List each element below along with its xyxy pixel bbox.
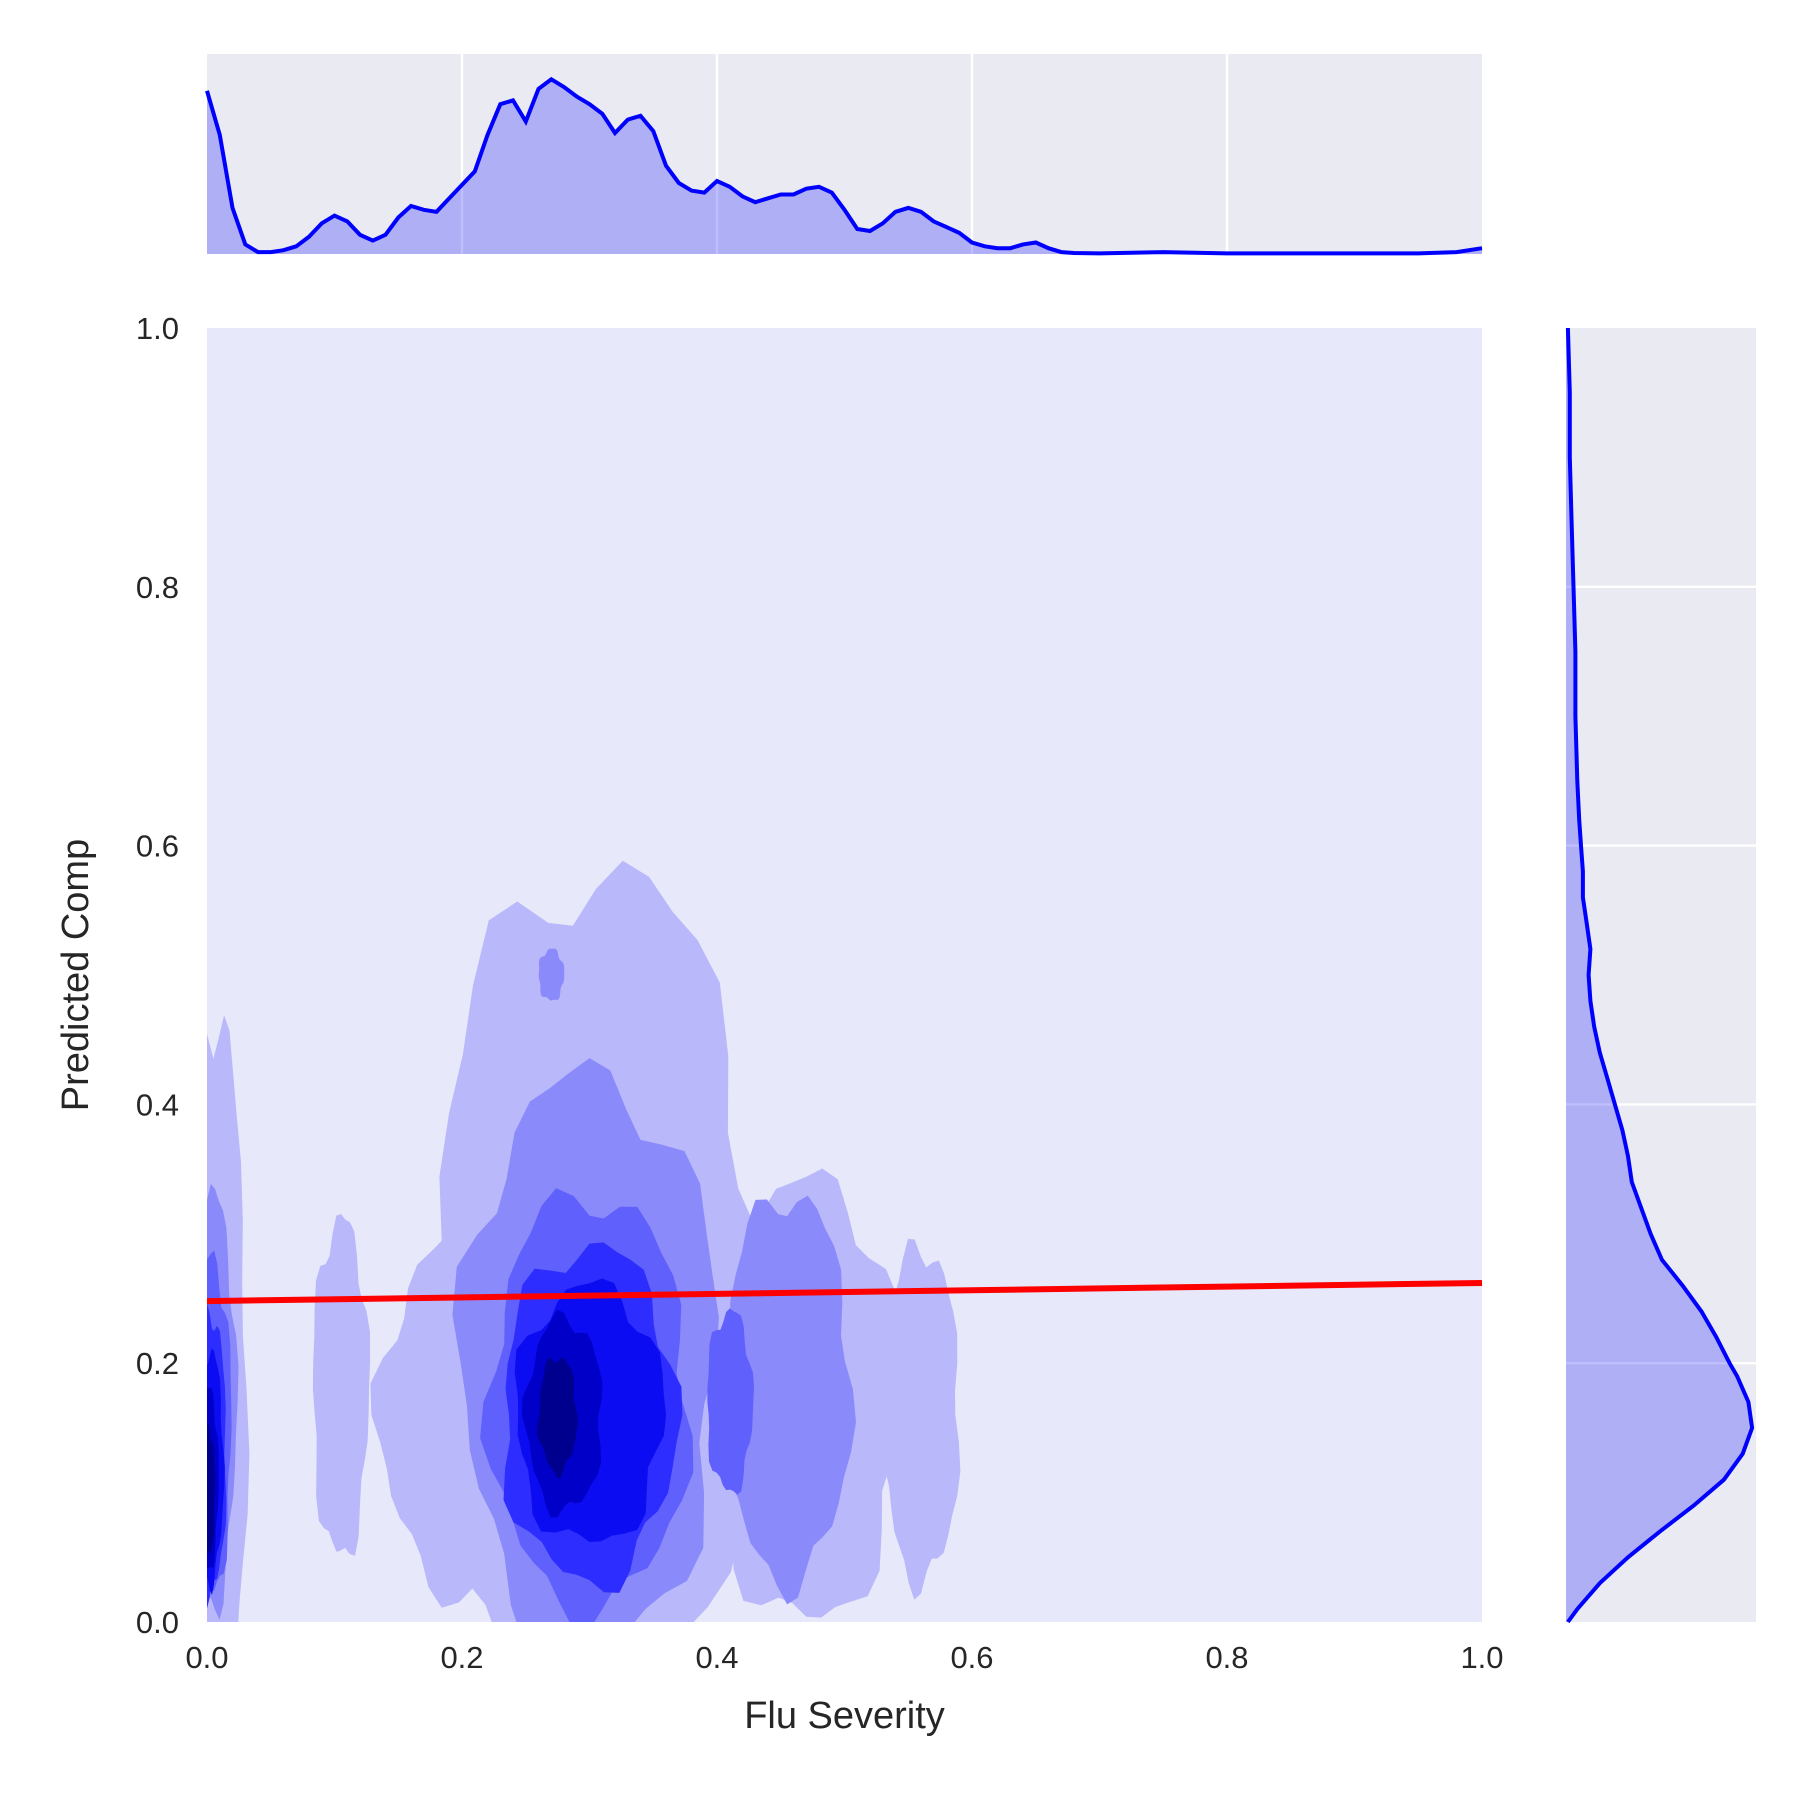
marginal-x-kde xyxy=(205,76,1483,256)
x-tick-label: 0.4 xyxy=(695,1640,738,1675)
kde-contour-level-3 xyxy=(707,1308,754,1495)
kde-contours xyxy=(207,860,961,1622)
regression-layer xyxy=(206,1279,1483,1305)
marginal-y-line xyxy=(1565,327,1755,1624)
y-axis-label: Predicted Comp xyxy=(55,839,97,1111)
kde-contour-level-7 xyxy=(207,1421,215,1556)
x-tick-label: 0.8 xyxy=(1205,1640,1248,1675)
y-tick-label: 1.0 xyxy=(136,311,179,346)
y-tick-label: 0.6 xyxy=(136,829,179,864)
x-tick-label: 1.0 xyxy=(1460,1640,1503,1675)
marginal-x-line xyxy=(205,76,1483,256)
y-tick-label: 0.2 xyxy=(136,1346,179,1381)
regression-line xyxy=(206,1279,1483,1305)
y-tick-label: 0.0 xyxy=(136,1605,179,1640)
kde-contour-level-1 xyxy=(878,1238,961,1600)
right-marginal-area xyxy=(1566,328,1756,1622)
x-tick-label: 0.2 xyxy=(440,1640,483,1675)
x-tick-label: 0.0 xyxy=(185,1640,228,1675)
kde-contour-level-7 xyxy=(537,1357,578,1479)
kde-contour-level-2 xyxy=(718,1195,856,1605)
marginal-y-kde xyxy=(1565,327,1755,1624)
kde-contour-level-2 xyxy=(538,948,565,1001)
marginal-y-area xyxy=(1566,328,1753,1622)
axis-ticks: 0.0 0.2 0.4 0.6 0.8 1.0 0.0 0.2 0.4 0.6 0.8 1.0 xyxy=(136,311,1504,1675)
x-axis-label: Flu Severity xyxy=(744,1695,945,1737)
y-tick-label: 0.4 xyxy=(136,1087,179,1122)
x-tick-label: 0.6 xyxy=(950,1640,993,1675)
y-tick-label: 0.8 xyxy=(136,570,179,605)
top-marginal-area xyxy=(207,54,1482,254)
